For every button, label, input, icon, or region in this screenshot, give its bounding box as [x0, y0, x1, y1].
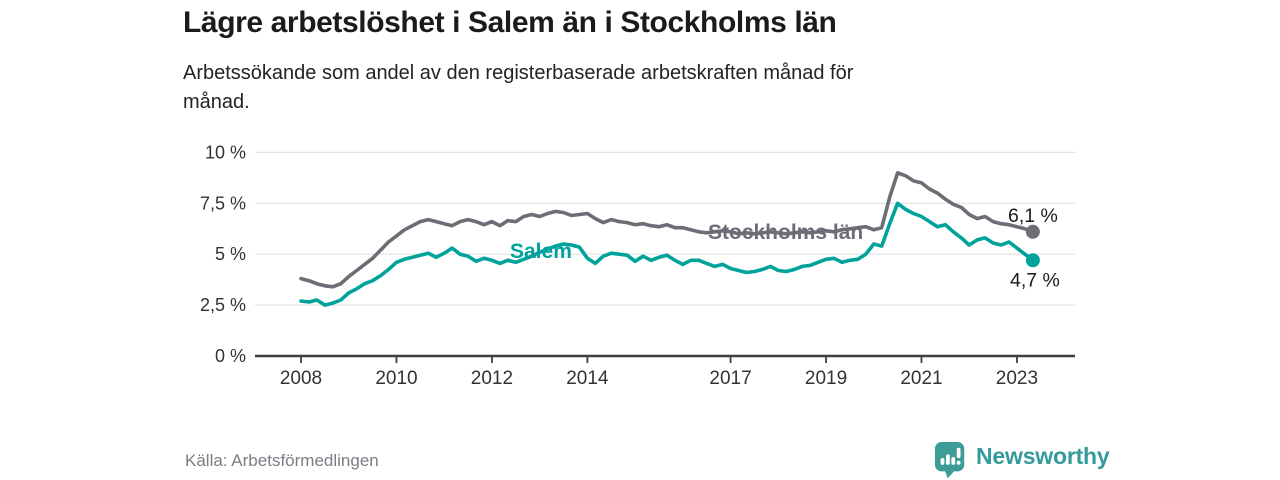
stockholms-l-n-line	[299, 171, 1035, 289]
chart-subtitle-line2: månad.	[183, 91, 250, 113]
x-axis-tick-label: 2017	[709, 368, 751, 389]
salem-value-label: 4,7 %	[1010, 269, 1060, 291]
stockholms-l-n-end-dot	[1025, 224, 1040, 239]
salem-end-dot	[1025, 253, 1040, 268]
y-axis-tick-label: 7,5 %	[200, 193, 246, 213]
x-axis-tick-label: 2010	[375, 368, 417, 389]
x-axis-tick-label: 2014	[566, 368, 609, 389]
x-axis-tick-label: 2008	[280, 368, 322, 389]
chart-title: Lägre arbetslöshet i Salem än i Stockhol…	[183, 6, 837, 39]
chart-subtitle: Arbetssökande som andel av den registerb…	[183, 59, 853, 117]
chart-subtitle-line1: Arbetssökande som andel av den registerb…	[183, 62, 854, 84]
y-axis-tick-label: 2,5 %	[200, 295, 246, 315]
x-axis-tick-label: 2021	[900, 368, 942, 389]
salem-line	[299, 201, 1035, 307]
source-note: Källa: Arbetsförmedlingen	[185, 451, 379, 470]
salem-series-label: Salem	[510, 240, 572, 263]
newsworthy-logo: Newsworthy	[934, 440, 1110, 479]
x-axis-tick-label: 2019	[805, 368, 847, 389]
y-axis-tick-label: 0 %	[215, 346, 246, 366]
stockholms-l-n-value-label: 6,1 %	[1008, 205, 1058, 227]
newsworthy-chart-bubble-icon	[934, 442, 965, 479]
y-axis-tick-label: 10 %	[205, 142, 246, 162]
x-axis-tick-label: 2012	[471, 368, 513, 389]
y-axis-tick-label: 5 %	[215, 244, 246, 264]
x-axis-tick-label: 2023	[996, 368, 1038, 389]
newsworthy-wordmark: Newsworthy	[976, 443, 1110, 469]
stockholms-l-n-series-label: Stockholms län	[708, 221, 863, 244]
